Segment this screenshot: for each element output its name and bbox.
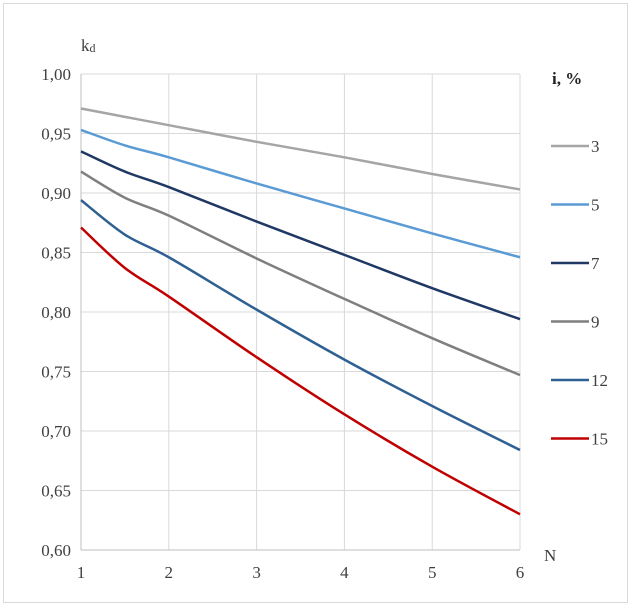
grid-lines (81, 73, 521, 550)
x-tick-label: 3 (252, 563, 261, 582)
y-tick-label: 0,75 (41, 363, 71, 382)
legend-label-12: 12 (591, 371, 608, 390)
y-tick-label: 0,95 (41, 125, 71, 144)
y-tick-label: 0,65 (41, 482, 71, 501)
series-line-5 (80, 128, 521, 259)
legend-title: i, % (552, 69, 582, 88)
legend-label-5: 5 (591, 196, 600, 215)
x-tick-label: 1 (77, 563, 86, 582)
x-axis-label: N (544, 546, 556, 565)
y-tick-label: 0,90 (41, 184, 71, 203)
legend: 3 5 7 9 12 15 (551, 137, 608, 449)
series-line-15 (80, 226, 521, 516)
line-chart: 0,600,650,700,750,800,850,900,951,001 2 3 4… (41, 36, 608, 582)
y-axis-label-subscript: d (90, 41, 96, 55)
x-tick-label: 5 (428, 563, 437, 582)
series-line-9 (80, 170, 521, 377)
x-tick-label: 2 (165, 563, 174, 582)
legend-label-7: 7 (591, 254, 600, 273)
y-tick-label: 0,80 (41, 303, 71, 322)
chart-frame: 0,60 0,65 0,70 0,75 0,80 0,85 0,90 0,95 1,00 1 2 3 4… (3, 3, 628, 603)
legend-label-9: 9 (591, 313, 600, 332)
series-line-7 (80, 150, 521, 321)
axes (80, 74, 520, 551)
legend-label-3: 3 (591, 137, 600, 156)
y-tick-label: 0,60 (41, 541, 71, 560)
y-axis-label: kd (81, 36, 96, 55)
y-tick-label: 1,00 (41, 65, 71, 84)
series-lines (80, 107, 521, 516)
series-line-3 (80, 107, 521, 191)
series-line-12 (80, 199, 521, 452)
legend-label-15: 15 (591, 430, 608, 449)
tick-labels: 0,60 0,65 0,70 0,75 0,80 0,85 0,90 0,95 1,00 1 2 3 4… (41, 65, 524, 582)
y-axis-label-main: k (81, 36, 90, 55)
y-tick-label: 0,70 (41, 422, 71, 441)
x-tick-label: 4 (340, 563, 349, 582)
y-tick-label: 0,85 (41, 244, 71, 263)
x-tick-label: 6 (516, 563, 525, 582)
